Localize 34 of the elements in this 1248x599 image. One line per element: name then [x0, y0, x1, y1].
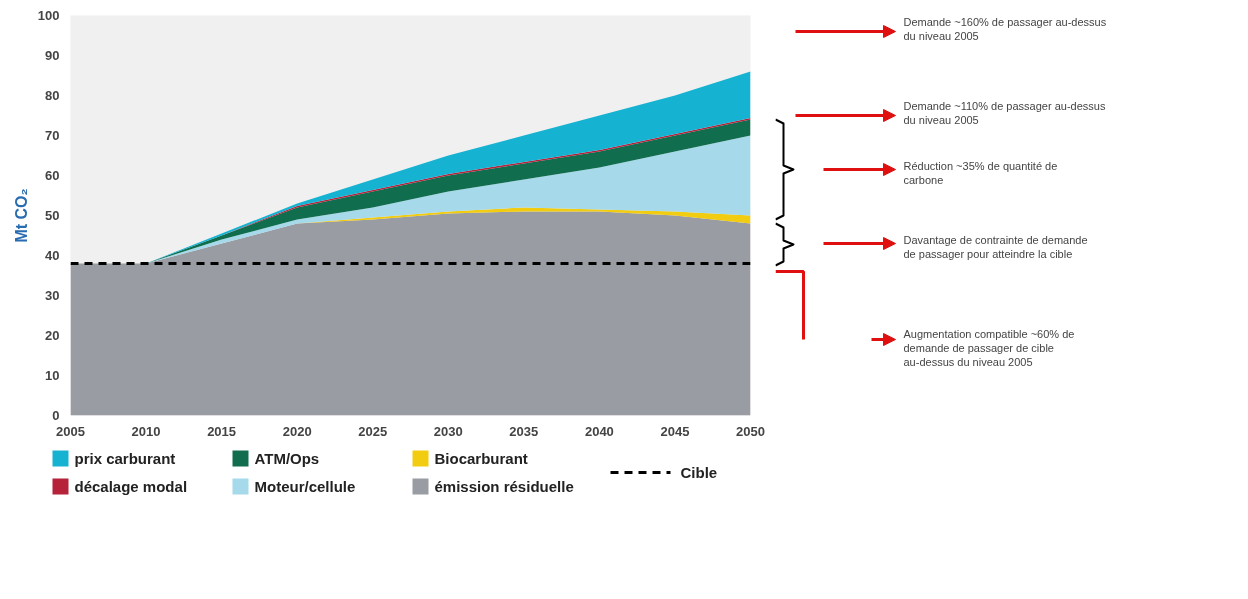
y-tick-label: 50	[45, 208, 60, 223]
y-tick-label: 20	[45, 328, 60, 343]
legend-label: émission résiduelle	[434, 478, 574, 495]
y-tick-label: 90	[45, 48, 60, 63]
x-tick-label: 2015	[207, 423, 237, 439]
x-tick-label: 2045	[660, 423, 690, 439]
legend-label: prix carburant	[74, 450, 176, 467]
text: Augmentation compatible ~60% de demande de passager de cible au-dessus du niveau 2005	[903, 327, 1075, 369]
x-tick-label: 2040	[584, 423, 614, 439]
y-tick-label: 40	[45, 248, 60, 263]
legend-label: Biocarburant	[434, 450, 528, 467]
x-tick-label: 2025	[358, 423, 388, 439]
legend-label: Cible	[680, 464, 718, 481]
legend-label: Moteur/cellule	[254, 478, 356, 495]
y-tick-label: 30	[45, 288, 60, 303]
x-tick-label: 2020	[282, 423, 312, 439]
y-tick-label: 70	[45, 128, 60, 143]
x-tick-label: 2010	[131, 423, 161, 439]
x-tick-label: 2005	[56, 423, 85, 439]
y-tick-label: 60	[45, 168, 60, 183]
x-tick-label: 2030	[433, 423, 463, 439]
text: Demande ~110% de passager au-dessus du niveau 2005	[903, 99, 1106, 126]
y-tick-label: 100	[37, 8, 60, 23]
text: Davantage de contrainte de demande de passager pour atteindre la cible	[903, 233, 1088, 260]
text: Réduction ~35% de quantité de carbone	[903, 159, 1058, 186]
x-tick-label: 2050	[736, 423, 765, 439]
y-tick-label: 0	[52, 408, 60, 423]
y-axis-title: Mt CO₂	[12, 188, 30, 243]
x-tick-label: 2035	[509, 423, 539, 439]
y-tick-label: 10	[45, 368, 60, 383]
legend-label: décalage modal	[74, 478, 188, 495]
text: Demande ~160% de passager au-dessus du niveau 2005	[903, 15, 1107, 42]
y-tick-label: 80	[45, 88, 60, 103]
legend-label: ATM/Ops	[254, 450, 320, 467]
